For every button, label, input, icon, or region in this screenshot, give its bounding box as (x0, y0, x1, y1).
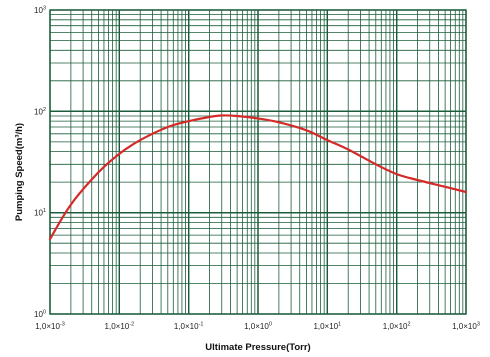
x-tick-label: 1,0×100 (244, 322, 272, 332)
tick-labels: 1,0×10-3 1,0×10-2 1,0×10-1 1,0×100 1,0×101 1,… (34, 6, 480, 332)
y-tick-label: 100 (34, 310, 46, 320)
y-tick-label: 103 (34, 6, 46, 16)
x-tick-label: 1,0×10-1 (174, 322, 204, 332)
y-tick-label: 102 (34, 107, 46, 117)
chart-curves (48, 114, 468, 241)
x-tick-label: 1,0×10-3 (35, 322, 65, 332)
y-axis-title: Pumping Speed(m³/h) (14, 123, 25, 221)
series-line-0 (48, 114, 468, 241)
x-tick-label: 1,0×103 (452, 322, 480, 332)
x-tick-label: 1,0×102 (383, 322, 411, 332)
chart-grid (49, 9, 467, 315)
x-tick-label: 1,0×10-2 (105, 322, 135, 332)
x-tick-label: 1,0×101 (313, 322, 341, 332)
x-axis-title: Ultimate Pressure(Torr) (205, 342, 310, 353)
y-tick-label: 101 (34, 208, 46, 218)
